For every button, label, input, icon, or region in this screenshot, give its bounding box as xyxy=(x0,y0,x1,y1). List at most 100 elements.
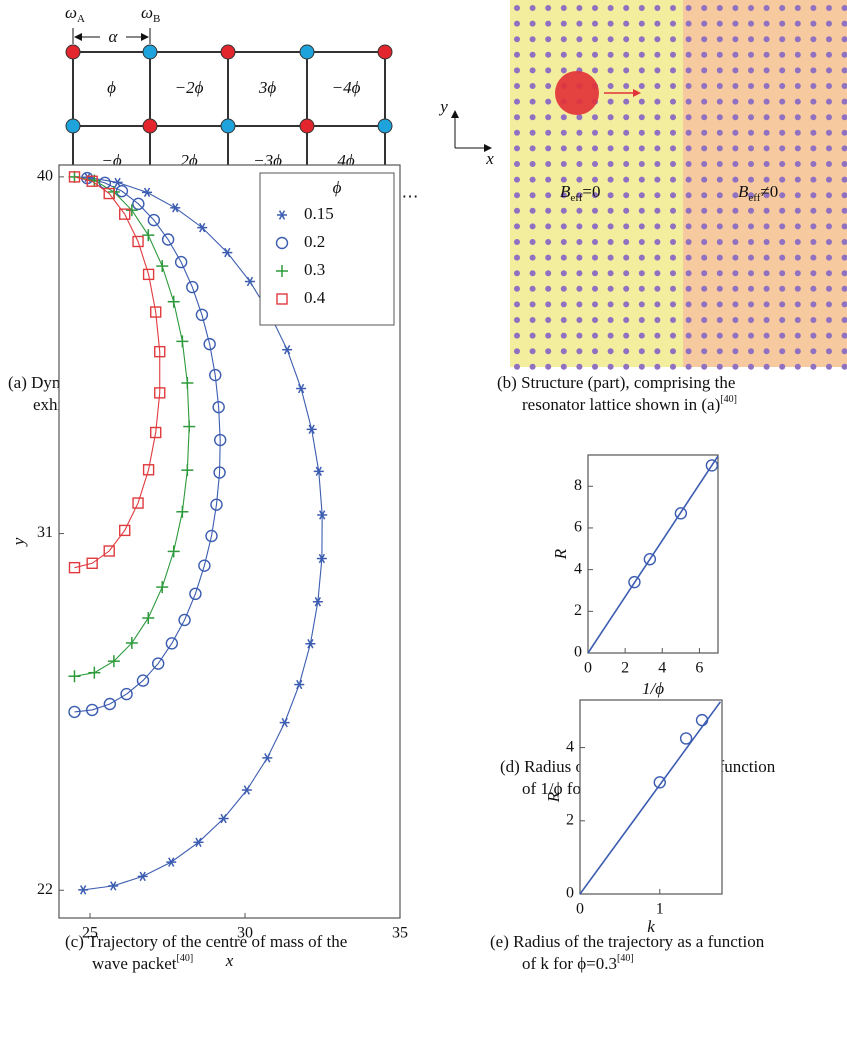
caption-line: of k for ϕ=0.3[40] xyxy=(522,953,634,973)
lattice-site xyxy=(810,192,816,198)
lattice-site xyxy=(717,114,723,120)
lattice-site xyxy=(795,161,801,167)
lattice-site xyxy=(748,67,754,73)
lattice-site xyxy=(732,83,738,89)
lattice-site xyxy=(592,36,598,42)
lattice-site xyxy=(623,99,629,105)
lattice-site xyxy=(545,161,551,167)
lattice-site xyxy=(530,317,536,323)
lattice-site xyxy=(826,99,832,105)
lattice-site xyxy=(686,239,692,245)
lattice-site xyxy=(701,114,707,120)
lattice-site xyxy=(717,83,723,89)
lattice-site xyxy=(623,270,629,276)
lattice-site xyxy=(717,364,723,370)
lattice-site xyxy=(717,223,723,229)
arrow-head xyxy=(141,33,149,41)
lattice-site xyxy=(514,5,520,11)
lattice-site xyxy=(701,270,707,276)
lattice-site xyxy=(732,208,738,214)
lattice-site xyxy=(701,161,707,167)
lattice-site xyxy=(608,36,614,42)
lattice-site xyxy=(514,364,520,370)
lattice-site xyxy=(764,161,770,167)
lattice-site xyxy=(623,239,629,245)
lattice-site xyxy=(530,301,536,307)
lattice-site xyxy=(654,99,660,105)
lattice-site xyxy=(795,239,801,245)
lattice-site xyxy=(795,364,801,370)
lattice-site xyxy=(717,255,723,261)
lattice-site xyxy=(686,208,692,214)
lattice-site xyxy=(623,130,629,136)
lattice-site xyxy=(826,270,832,276)
lattice-site xyxy=(670,286,676,292)
lattice-site xyxy=(654,317,660,323)
lattice-site xyxy=(592,145,598,151)
lattice-site xyxy=(623,301,629,307)
lattice-site xyxy=(608,99,614,105)
lattice-site xyxy=(530,255,536,261)
lattice-site xyxy=(608,301,614,307)
lattice-site xyxy=(779,5,785,11)
lattice-site xyxy=(576,130,582,136)
lattice-site xyxy=(810,114,816,120)
lattice-site xyxy=(748,177,754,183)
lattice-site xyxy=(670,114,676,120)
lattice-site xyxy=(764,99,770,105)
lattice-site xyxy=(608,114,614,120)
lattice-site xyxy=(826,177,832,183)
lattice-site xyxy=(748,286,754,292)
lattice-site xyxy=(639,301,645,307)
y-tick-label: 40 xyxy=(37,168,53,185)
lattice-site xyxy=(748,83,754,89)
lattice-site xyxy=(514,223,520,229)
lattice-site xyxy=(717,5,723,11)
lattice-site xyxy=(592,364,598,370)
lattice-site xyxy=(639,333,645,339)
lattice-site xyxy=(561,255,567,261)
lattice-site xyxy=(623,83,629,89)
ellipsis: ⋯ xyxy=(402,187,419,206)
lattice-site xyxy=(670,5,676,11)
lattice-site xyxy=(576,5,582,11)
lattice-site xyxy=(654,5,660,11)
lattice-site xyxy=(764,114,770,120)
lattice-site xyxy=(810,255,816,261)
lattice-site xyxy=(686,145,692,151)
lattice-site xyxy=(576,286,582,292)
lattice-site xyxy=(732,239,738,245)
lattice-site xyxy=(576,36,582,42)
lattice-site xyxy=(639,161,645,167)
lattice-site xyxy=(639,286,645,292)
lattice-site xyxy=(826,145,832,151)
lattice-site xyxy=(608,83,614,89)
lattice-site xyxy=(826,348,832,354)
lattice-site xyxy=(530,348,536,354)
lattice-site xyxy=(748,208,754,214)
y-tick-label: 4 xyxy=(574,560,582,577)
lattice-site xyxy=(748,239,754,245)
lattice-site xyxy=(686,99,692,105)
lattice-site xyxy=(654,270,660,276)
lattice-site xyxy=(795,192,801,198)
lattice-site xyxy=(561,5,567,11)
lattice-site xyxy=(701,301,707,307)
y-tick-label: 8 xyxy=(574,477,582,494)
lattice-site xyxy=(826,223,832,229)
lattice-site xyxy=(608,239,614,245)
lattice-site xyxy=(654,239,660,245)
lattice-site xyxy=(717,67,723,73)
lattice-site xyxy=(530,67,536,73)
lattice-site xyxy=(545,130,551,136)
lattice-site xyxy=(779,130,785,136)
caption-line: wave packet[40] xyxy=(92,953,193,973)
lattice-site xyxy=(530,208,536,214)
resonator xyxy=(221,45,235,59)
x-tick-label: 35 xyxy=(392,925,408,942)
lattice-site xyxy=(576,145,582,151)
caption-line-part: [40] xyxy=(617,953,634,964)
caption-line: (b) Structure (part), comprising the xyxy=(497,373,735,392)
lattice-site xyxy=(764,364,770,370)
lattice-site xyxy=(779,83,785,89)
